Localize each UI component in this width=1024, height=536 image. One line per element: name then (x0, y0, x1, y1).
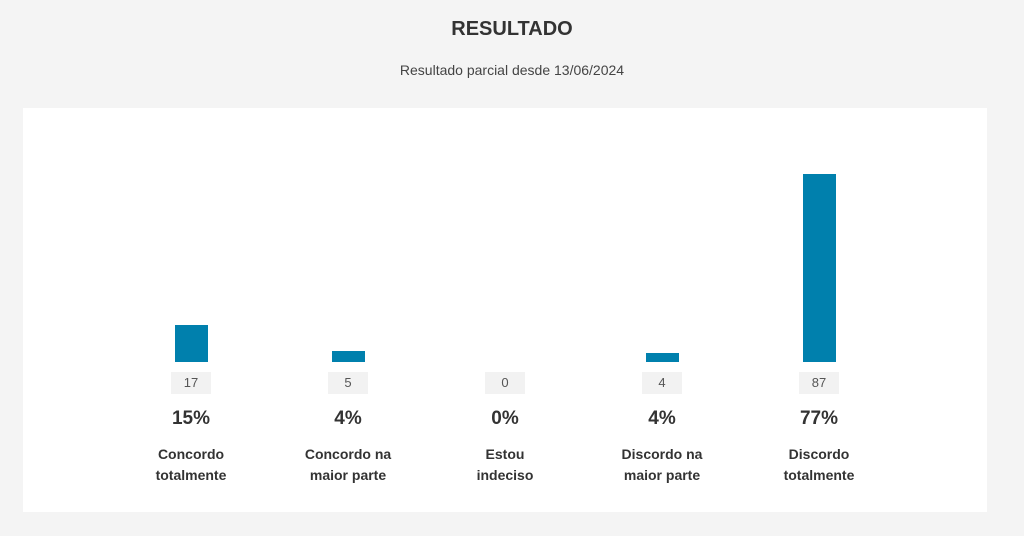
bar (332, 351, 365, 362)
category-label-line: totalmente (783, 467, 855, 483)
category-label-line: Estou (485, 446, 525, 462)
category-label: Estou indeciso (425, 444, 585, 486)
category-label: Concordo na maior parte (268, 444, 428, 486)
bar (803, 174, 836, 362)
percent-label: 4% (334, 408, 362, 429)
category-label-line: Concordo (157, 446, 225, 462)
category-label: Discordo na maior parte (582, 444, 742, 486)
page-subtitle: Resultado parcial desde 13/06/2024 (399, 62, 625, 78)
category-label-line: indeciso (476, 467, 534, 483)
count-label: 17 (171, 372, 211, 394)
percent-label: 0% (491, 408, 519, 429)
count-label: 4 (642, 372, 682, 394)
category-label-line: Concordo na (304, 446, 392, 462)
category-label-line: maior parte (623, 467, 701, 483)
count-label: 5 (328, 372, 368, 394)
category-label-line: Discordo na (621, 446, 703, 462)
count-label: 0 (485, 372, 525, 394)
bar (646, 353, 679, 362)
bar-group: 17 15% Concordo totalmente (111, 108, 271, 512)
bar (175, 325, 208, 362)
category-label-line: maior parte (309, 467, 387, 483)
bar-group: 5 4% Concordo na maior parte (268, 108, 428, 512)
results-chart-panel: 17 15% Concordo totalmente 5 4% Concordo na mai… (23, 108, 987, 512)
count-label: 87 (799, 372, 839, 394)
category-label: Discordo totalmente (739, 444, 899, 486)
percent-label: 77% (799, 408, 839, 429)
percent-label: 15% (171, 408, 211, 429)
bar-group: 87 77% Discordo totalmente (739, 108, 899, 512)
category-label: Concordo totalmente (111, 444, 271, 486)
page-title: RESULTADO (451, 18, 573, 40)
bar-group: 0 0% Estou indeciso (425, 108, 585, 512)
percent-label: 4% (648, 408, 676, 429)
category-label-line: totalmente (155, 467, 227, 483)
category-label-line: Discordo (788, 446, 850, 462)
bar-group: 4 4% Discordo na maior parte (582, 108, 742, 512)
